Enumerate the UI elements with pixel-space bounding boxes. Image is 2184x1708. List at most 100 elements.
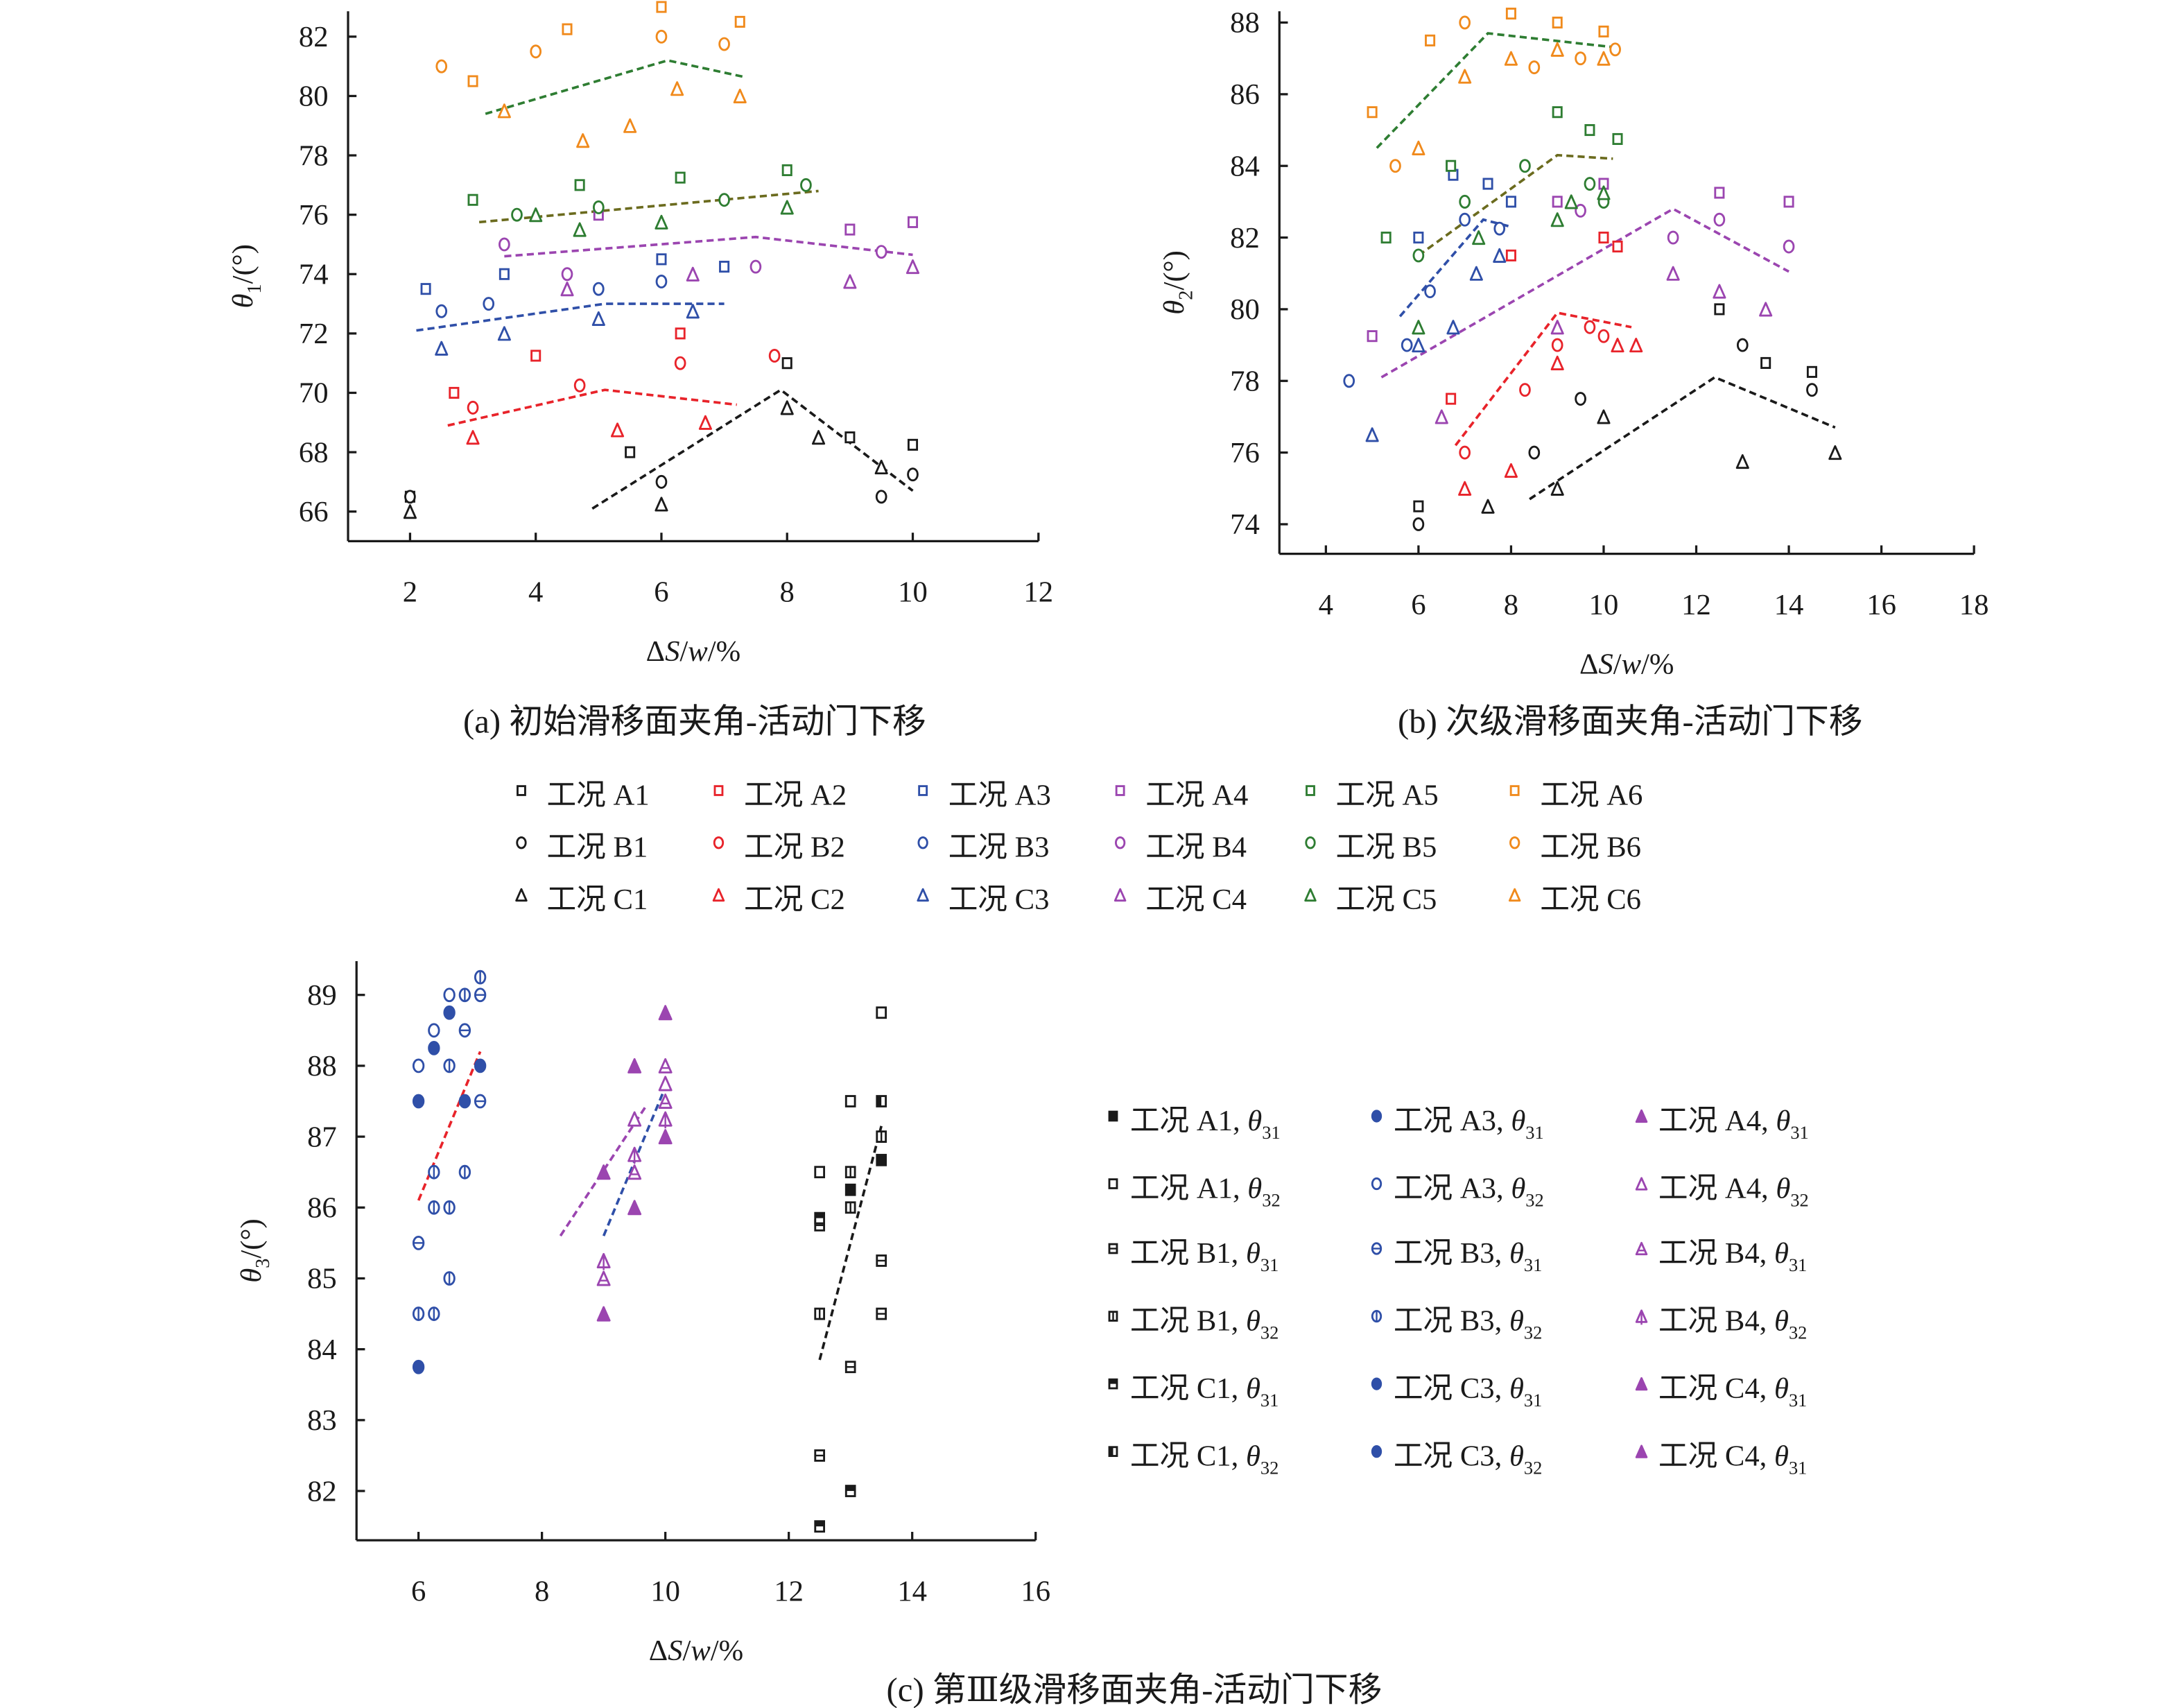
- trendline-purple: [559, 1104, 648, 1237]
- marker-b4_31: [658, 1058, 673, 1073]
- y-tick-label: 82: [307, 1475, 337, 1508]
- marker-c5: [1550, 212, 1564, 227]
- marker-b4: [1713, 212, 1726, 227]
- marker-c6: [1458, 69, 1472, 84]
- marker-a1: [625, 446, 636, 458]
- marker-a4_31: [1635, 1109, 1648, 1123]
- legend-label: 工况 C3, θ31: [1394, 1372, 1542, 1411]
- marker-b5: [1305, 836, 1316, 849]
- legend-item-c5: 工况 C5: [1304, 883, 1437, 916]
- marker-a4_32: [627, 1111, 642, 1127]
- marker-a6: [1367, 106, 1378, 119]
- marker-a1_31: [1108, 1110, 1118, 1122]
- legend-label: 工况 B4, θ31: [1658, 1237, 1807, 1275]
- marker-b3: [1343, 374, 1355, 388]
- marker-c4: [686, 266, 700, 282]
- marker-c4_31: [1635, 1377, 1648, 1391]
- marker-b3_32: [428, 1200, 440, 1215]
- legend-label: 工况 C1, θ31: [1130, 1372, 1279, 1411]
- marker-b3_32: [443, 1200, 456, 1215]
- marker-b5: [1519, 159, 1531, 173]
- marker-b3_31: [474, 987, 487, 1003]
- marker-a3_32: [412, 1058, 425, 1073]
- legend-label: 工况 A4: [1145, 779, 1248, 811]
- y-tick-label: 70: [299, 377, 329, 410]
- x-tick-label: 6: [411, 1576, 426, 1608]
- x-tick-label: 16: [1021, 1576, 1050, 1608]
- marker-a4_31: [658, 1005, 673, 1021]
- marker-b1_32: [1108, 1311, 1118, 1322]
- y-axis-label: θ2/(°): [1158, 250, 1197, 315]
- marker-c3_32: [1371, 1445, 1383, 1458]
- marker-a6: [1425, 34, 1436, 46]
- marker-a5: [1306, 785, 1315, 796]
- panel-caption: (a) 初始滑移面夹角-活动门下移: [463, 703, 926, 741]
- marker-b2: [674, 356, 686, 370]
- marker-c1_32: [876, 1095, 887, 1107]
- marker-c6: [1597, 51, 1611, 66]
- legend-label: 工况 C6: [1540, 883, 1641, 916]
- marker-b4: [749, 259, 762, 274]
- x-tick-label: 2: [403, 576, 417, 609]
- marker-c5: [573, 222, 587, 237]
- marker-b3: [917, 836, 928, 849]
- trendline-red: [447, 388, 737, 427]
- x-tick-label: 12: [774, 1576, 804, 1608]
- marker-b1_32: [844, 1166, 856, 1179]
- marker-c3: [591, 311, 605, 327]
- marker-c5: [529, 207, 543, 223]
- marker-b4_31: [658, 1093, 673, 1110]
- trendline-green: [1376, 32, 1618, 149]
- marker-c1_31: [814, 1520, 826, 1533]
- legend-label: 工况 B3: [948, 831, 1050, 864]
- marker-b1: [1412, 517, 1425, 531]
- legend-label: 工况 A5: [1336, 779, 1439, 811]
- x-tick-label: 18: [1959, 589, 1989, 621]
- x-tick-label: 8: [535, 1576, 549, 1608]
- marker-c1: [812, 430, 826, 445]
- legend-item-a1-31: 工况 A1, θ31: [1108, 1105, 1281, 1143]
- marker-b1: [875, 490, 887, 504]
- marker-b3: [483, 297, 495, 311]
- marker-a3_31: [412, 1094, 425, 1109]
- x-tick-label: 14: [897, 1576, 927, 1608]
- panel-caption: (c) 第Ⅲ级滑移面夹角-活动门下移: [887, 1671, 1383, 1708]
- marker-a5: [1446, 159, 1457, 172]
- marker-c6: [497, 103, 511, 119]
- marker-b3_32: [428, 1164, 440, 1180]
- marker-a2: [675, 327, 686, 340]
- marker-c3_31: [474, 1058, 487, 1073]
- marker-c1: [1481, 499, 1495, 514]
- legend-item-b1: 工况 B1: [516, 831, 648, 864]
- marker-b3_32: [443, 1058, 456, 1073]
- marker-a6: [467, 75, 478, 87]
- y-tick-label: 66: [299, 496, 329, 528]
- marker-b1_31: [876, 1254, 887, 1267]
- marker-b6: [1509, 836, 1520, 849]
- marker-b3: [655, 275, 668, 288]
- marker-a3: [1413, 232, 1424, 244]
- marker-a4_31: [658, 1129, 673, 1145]
- marker-c3: [497, 326, 511, 341]
- marker-b1_31: [844, 1361, 856, 1374]
- marker-c6: [733, 88, 747, 104]
- legend-label: 工况 A4, θ32: [1658, 1172, 1809, 1210]
- marker-a3_32: [443, 987, 456, 1003]
- legend-label: 工况 A4, θ31: [1658, 1105, 1809, 1143]
- legend-item-b2: 工况 B2: [713, 831, 845, 864]
- legend-label: 工况 A3: [948, 779, 1051, 811]
- legend-label: 工况 A1, θ31: [1130, 1105, 1281, 1143]
- legend-label: 工况 B3, θ32: [1394, 1304, 1542, 1343]
- marker-b4: [875, 245, 887, 259]
- marker-b4: [1783, 239, 1795, 254]
- marker-a6: [734, 15, 745, 28]
- y-tick-label: 80: [1230, 293, 1260, 326]
- legend-item-c3: 工况 C3: [917, 883, 1050, 916]
- legend-label: 工况 C3: [948, 883, 1050, 916]
- marker-b3_32: [412, 1306, 425, 1321]
- y-tick-label: 88: [1230, 7, 1260, 40]
- legend-label: 工况 B4, θ32: [1658, 1304, 1807, 1343]
- legend-item-a5: 工况 A5: [1306, 779, 1439, 811]
